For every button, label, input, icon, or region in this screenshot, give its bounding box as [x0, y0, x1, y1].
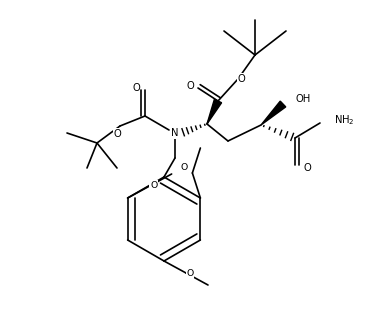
Text: O: O: [186, 81, 194, 91]
Text: O: O: [237, 74, 245, 84]
Text: O: O: [303, 163, 311, 173]
Text: O: O: [150, 180, 157, 190]
Polygon shape: [207, 99, 222, 124]
Text: OH: OH: [295, 94, 310, 104]
Text: O: O: [181, 163, 188, 173]
Text: NH$_2$: NH$_2$: [334, 113, 354, 127]
Text: O: O: [132, 83, 140, 93]
Text: N: N: [171, 128, 179, 138]
Text: O: O: [113, 129, 121, 139]
Polygon shape: [261, 101, 286, 125]
Text: O: O: [186, 270, 194, 278]
